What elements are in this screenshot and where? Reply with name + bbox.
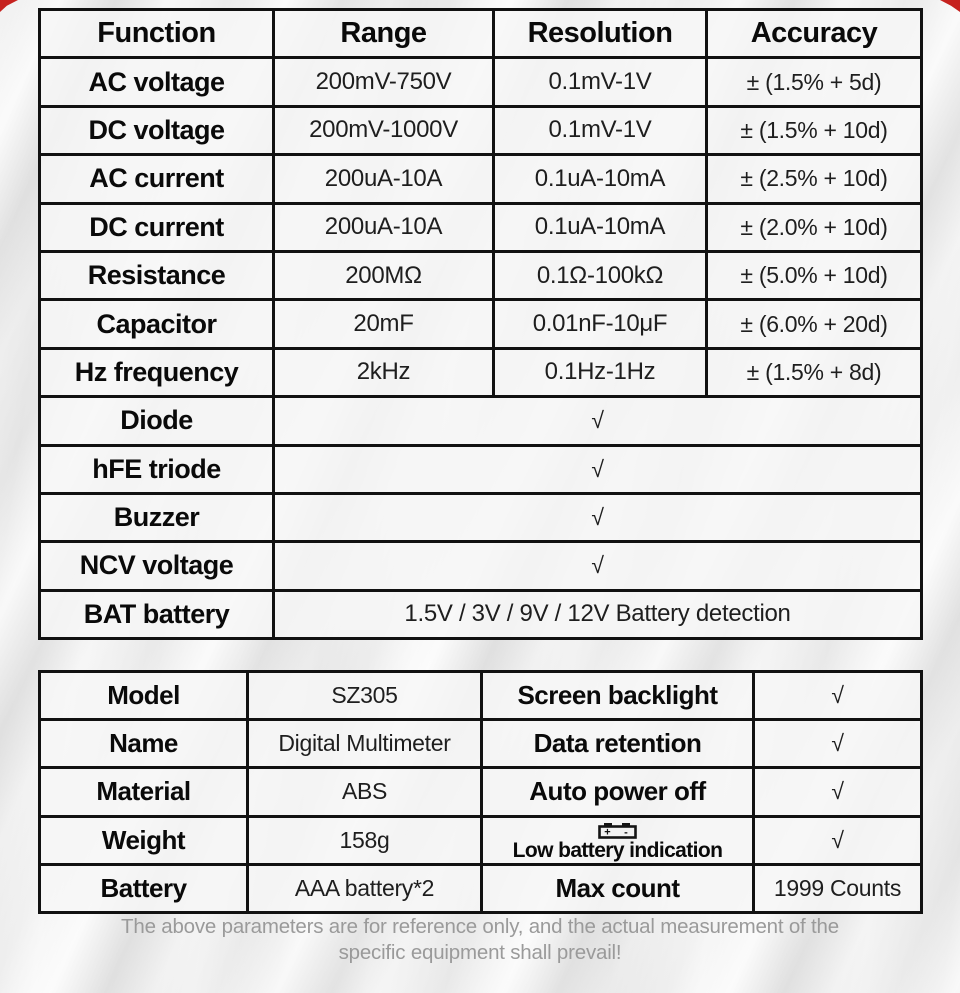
function-cell: NCV voltage: [38, 540, 275, 592]
range-cell: 200uA-10A: [272, 201, 495, 253]
table-row: BAT battery 1.5V / 3V / 9V / 12V Battery…: [38, 588, 923, 641]
range-cell: 200MΩ: [272, 249, 495, 302]
checkmark-cell: √: [752, 669, 923, 722]
svg-text:+: +: [604, 826, 610, 838]
function-cell: Diode: [38, 395, 275, 447]
function-cell: Capacitor: [38, 298, 275, 350]
resolution-cell: 0.1Ω-100kΩ: [492, 249, 708, 302]
resolution-cell: 0.1mV-1V: [492, 104, 708, 157]
column-header-function: Function: [38, 7, 275, 60]
checkmark-cell: √: [272, 540, 923, 592]
table-row: Buzzer √: [38, 491, 923, 544]
disclaimer-text: The above parameters are for reference o…: [0, 914, 960, 966]
info-label: Screen backlight: [480, 669, 755, 722]
range-cell: 20mF: [272, 298, 495, 350]
spec-table: Function Range Resolution Accuracy AC vo…: [38, 7, 923, 641]
info-label: Name: [38, 718, 249, 770]
info-value: ABS: [246, 766, 483, 818]
accuracy-cell: ± (5.0% + 10d): [705, 249, 923, 302]
battery-detection-cell: 1.5V / 3V / 9V / 12V Battery detection: [272, 588, 923, 641]
function-cell: AC current: [38, 153, 275, 205]
accuracy-cell: ± (2.0% + 10d): [705, 201, 923, 253]
column-header-resolution: Resolution: [492, 7, 708, 60]
info-label: Weight: [38, 814, 249, 866]
column-header-accuracy: Accuracy: [705, 7, 923, 60]
info-label: Battery: [38, 862, 249, 914]
info-value: Digital Multimeter: [246, 718, 483, 770]
checkmark-cell: √: [272, 395, 923, 447]
table-row: Capacitor 20mF 0.01nF-10μF ± (6.0% + 20d…: [38, 298, 923, 350]
info-label: Max count: [480, 862, 755, 914]
resolution-cell: 0.1uA-10mA: [492, 153, 708, 205]
resolution-cell: 0.01nF-10μF: [492, 298, 708, 350]
info-label: Material: [38, 766, 249, 818]
product-info-table: Model SZ305 Screen backlight √ Name Digi…: [38, 669, 923, 914]
checkmark-cell: √: [752, 814, 923, 866]
low-battery-indication-cell: + - Low battery indication: [480, 814, 755, 866]
battery-icon: + -: [597, 822, 637, 839]
table-row: DC voltage 200mV-1000V 0.1mV-1V ± (1.5% …: [38, 104, 923, 157]
table-row: hFE triode √: [38, 443, 923, 495]
table-row: Name Digital Multimeter Data retention √: [38, 718, 923, 770]
disclaimer-line-1: The above parameters are for reference o…: [121, 915, 839, 938]
table-row: NCV voltage √: [38, 540, 923, 592]
column-header-range: Range: [272, 7, 495, 60]
function-cell: Resistance: [38, 249, 275, 302]
function-cell: hFE triode: [38, 443, 275, 495]
table-row: AC voltage 200mV-750V 0.1mV-1V ± (1.5% +…: [38, 56, 923, 108]
table-row: Battery AAA battery*2 Max count 1999 Cou…: [38, 862, 923, 914]
function-cell: DC voltage: [38, 104, 275, 157]
info-value: SZ305: [246, 669, 483, 722]
function-cell: Buzzer: [38, 491, 275, 544]
accuracy-cell: ± (2.5% + 10d): [705, 153, 923, 205]
table-row: Hz frequency 2kHz 0.1Hz-1Hz ± (1.5% + 8d…: [38, 346, 923, 399]
range-cell: 200uA-10A: [272, 153, 495, 205]
function-cell: Hz frequency: [38, 346, 275, 399]
info-value: 1999 Counts: [752, 862, 923, 914]
range-cell: 2kHz: [272, 346, 495, 399]
resolution-cell: 0.1mV-1V: [492, 56, 708, 108]
table-row: Model SZ305 Screen backlight √: [38, 669, 923, 722]
info-label: Auto power off: [480, 766, 755, 818]
range-cell: 200mV-1000V: [272, 104, 495, 157]
info-label: Data retention: [480, 718, 755, 770]
info-value: 158g: [246, 814, 483, 866]
function-cell: DC current: [38, 201, 275, 253]
function-cell: BAT battery: [38, 588, 275, 641]
table-row: Material ABS Auto power off √: [38, 766, 923, 818]
info-value: AAA battery*2: [246, 862, 483, 914]
table-row: Weight 158g + - Low battery indication √: [38, 814, 923, 866]
accuracy-cell: ± (1.5% + 8d): [705, 346, 923, 399]
svg-text:-: -: [624, 826, 628, 838]
info-label: Model: [38, 669, 249, 722]
resolution-cell: 0.1Hz-1Hz: [492, 346, 708, 399]
low-battery-wrap: + - Low battery indication: [485, 820, 751, 862]
disclaimer-line-2: specific equipment shall prevail!: [338, 941, 622, 965]
checkmark-cell: √: [752, 718, 923, 770]
checkmark-cell: √: [752, 766, 923, 818]
spec-header-row: Function Range Resolution Accuracy: [38, 7, 923, 60]
checkmark-cell: √: [272, 443, 923, 495]
range-cell: 200mV-750V: [272, 56, 495, 108]
table-row: Diode √: [38, 395, 923, 447]
table-row: AC current 200uA-10A 0.1uA-10mA ± (2.5% …: [38, 153, 923, 205]
accuracy-cell: ± (6.0% + 20d): [705, 298, 923, 350]
table-row: Resistance 200MΩ 0.1Ω-100kΩ ± (5.0% + 10…: [38, 249, 923, 302]
low-battery-label: Low battery indication: [512, 838, 723, 862]
function-cell: AC voltage: [38, 56, 275, 108]
checkmark-cell: √: [272, 491, 923, 544]
accuracy-cell: ± (1.5% + 5d): [705, 56, 923, 108]
table-row: DC current 200uA-10A 0.1uA-10mA ± (2.0% …: [38, 201, 923, 253]
resolution-cell: 0.1uA-10mA: [492, 201, 708, 253]
accuracy-cell: ± (1.5% + 10d): [705, 104, 923, 157]
